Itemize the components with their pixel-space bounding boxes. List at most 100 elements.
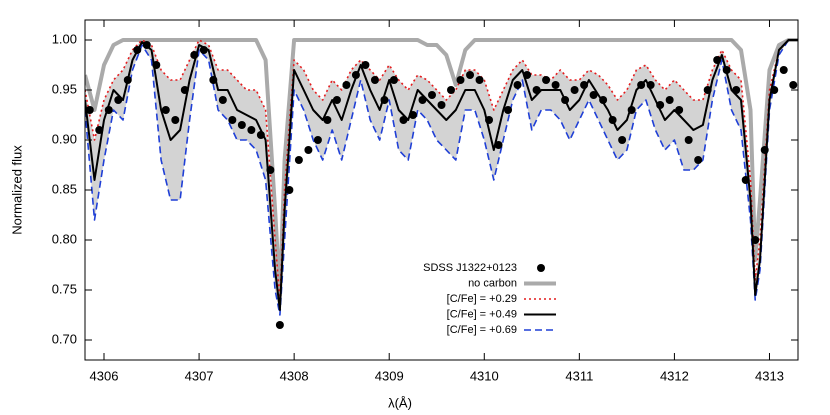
legend-label: [C/Fe] = +0.69 (447, 324, 517, 336)
data-point (275, 321, 284, 329)
data-point (751, 236, 760, 244)
data-point (437, 101, 446, 109)
data-point (561, 96, 570, 104)
legend-swatch (537, 264, 545, 272)
data-point (161, 106, 170, 114)
data-point (285, 186, 294, 194)
spread-band (85, 40, 798, 315)
y-tick-label: 0.95 (52, 81, 77, 96)
data-point (408, 111, 417, 119)
data-point (599, 96, 608, 104)
data-point (104, 106, 113, 114)
data-point (713, 56, 722, 64)
data-point (123, 76, 132, 84)
data-point (361, 61, 370, 69)
data-point (770, 86, 779, 94)
data-point (741, 176, 750, 184)
y-tick-label: 0.75 (52, 281, 77, 296)
x-axis-label: λ(Å) (388, 395, 412, 410)
data-point (523, 71, 532, 79)
data-point (504, 106, 513, 114)
data-point (133, 46, 142, 54)
data-point (199, 46, 208, 54)
data-point (722, 66, 731, 74)
data-point (142, 41, 151, 49)
data-point (694, 156, 703, 164)
data-point (180, 86, 189, 94)
data-point (218, 96, 227, 104)
data-point (313, 136, 322, 144)
spectrum-line (85, 38, 798, 297)
y-tick-label: 0.70 (52, 331, 77, 346)
data-point (323, 116, 332, 124)
data-point (760, 146, 769, 154)
data-point (570, 86, 579, 94)
data-point (551, 81, 560, 89)
x-tick-label: 4313 (755, 368, 784, 383)
y-tick-label: 0.85 (52, 181, 77, 196)
legend-label: [C/Fe] = +0.29 (447, 293, 517, 305)
data-point (532, 86, 541, 94)
data-point (608, 116, 617, 124)
data-point (646, 81, 655, 89)
data-point (342, 81, 351, 89)
plot-area (85, 38, 798, 329)
data-point (475, 76, 484, 84)
x-tick-label: 4308 (280, 368, 309, 383)
data-point (171, 116, 180, 124)
data-point (95, 126, 104, 134)
data-point (209, 76, 218, 84)
x-tick-label: 4309 (375, 368, 404, 383)
data-point (513, 81, 522, 89)
data-point (332, 96, 341, 104)
y-tick-label: 1.00 (52, 31, 77, 46)
x-tick-label: 4311 (565, 368, 593, 383)
data-point (466, 71, 475, 79)
data-point (665, 96, 674, 104)
data-point (85, 106, 94, 114)
data-point (732, 86, 741, 94)
data-point (485, 116, 494, 124)
y-tick-label: 0.80 (52, 231, 77, 246)
data-point (399, 116, 408, 124)
data-point (256, 131, 265, 139)
data-point (447, 86, 456, 94)
x-tick-label: 4310 (470, 368, 499, 383)
data-point (152, 61, 161, 69)
x-tick-label: 4306 (90, 368, 119, 383)
data-point (456, 76, 465, 84)
data-point (304, 146, 313, 154)
data-point (627, 106, 636, 114)
data-point (637, 81, 646, 89)
y-axis-label: Normalized flux (9, 145, 24, 235)
data-point (190, 51, 199, 59)
data-point (266, 166, 275, 174)
data-point (656, 101, 665, 109)
data-point (618, 136, 627, 144)
data-point (370, 76, 379, 84)
data-point (114, 96, 123, 104)
x-tick-label: 4312 (660, 368, 689, 383)
spectrum-line (85, 39, 798, 316)
data-point (703, 86, 712, 94)
data-point (589, 91, 598, 99)
data-point (294, 156, 303, 164)
data-point (684, 136, 693, 144)
data-point (494, 141, 503, 149)
data-point (380, 96, 389, 104)
data-point (389, 76, 398, 84)
legend-label: SDSS J1322+0123 (423, 262, 517, 274)
legend-label: no carbon (468, 277, 517, 289)
data-point (247, 126, 256, 134)
data-point (789, 81, 798, 89)
data-point (542, 76, 551, 84)
legend-label: [C/Fe] = +0.49 (447, 308, 517, 320)
data-point (779, 66, 788, 74)
data-point (418, 96, 427, 104)
data-point (675, 106, 684, 114)
data-point (580, 81, 589, 89)
data-point (351, 71, 360, 79)
data-point (427, 91, 436, 99)
x-tick-label: 4307 (185, 368, 214, 383)
